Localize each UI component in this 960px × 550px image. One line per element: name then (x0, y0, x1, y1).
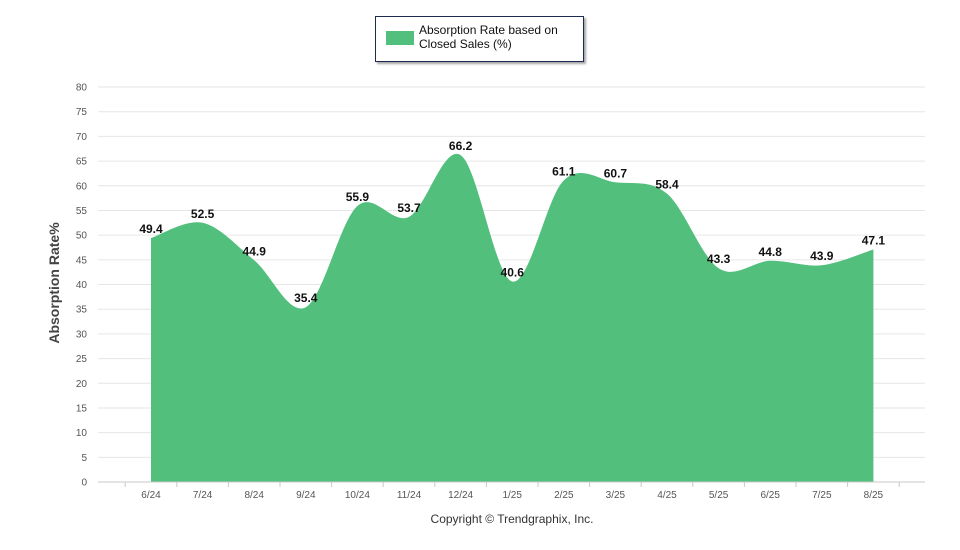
data-label: 60.7 (604, 166, 628, 180)
y-tick-label: 60 (76, 181, 88, 192)
y-axis-ticks: 0 5 10 15 20 25 30 35 40 45 50 55 60 65 70 75 80 (76, 83, 88, 489)
chart-legend: Absorption Rate based on Closed Sales (%… (375, 16, 584, 62)
legend-label: Absorption Rate based on Closed Sales (%… (419, 23, 558, 51)
y-tick-label: 40 (76, 280, 88, 291)
data-labels: 49.4 52.5 44.9 35.4 55.9 53.7 66.2 40.6 61.1 60.7… (139, 139, 885, 305)
x-tick-label: 3/25 (606, 490, 626, 501)
x-tick-label: 6/24 (141, 490, 161, 501)
y-axis-label: Absorption Rate% (46, 222, 62, 344)
y-tick-label: 45 (76, 255, 88, 266)
copyright-text: Copyright © Trendgraphix, Inc. (430, 512, 594, 526)
y-tick-label: 75 (76, 107, 88, 118)
data-label: 49.4 (139, 222, 163, 236)
data-label: 44.8 (759, 245, 783, 259)
data-label: 44.9 (243, 244, 267, 258)
data-label: 43.9 (810, 249, 834, 263)
y-tick-label: 30 (76, 329, 88, 340)
x-tick-label: 4/25 (657, 490, 677, 501)
y-tick-label: 20 (76, 379, 88, 390)
data-label: 43.3 (707, 252, 731, 266)
data-label: 40.6 (501, 266, 525, 280)
y-tick-label: 5 (81, 453, 87, 464)
x-tick-label: 11/24 (397, 490, 422, 501)
data-label: 61.1 (552, 164, 576, 178)
data-label: 66.2 (449, 139, 473, 153)
x-tick-label: 7/25 (812, 490, 832, 501)
data-label: 47.1 (862, 233, 886, 247)
y-tick-label: 10 (76, 428, 88, 439)
y-tick-label: 0 (81, 478, 87, 489)
x-tick-label: 12/24 (448, 490, 473, 501)
y-tick-label: 70 (76, 132, 88, 143)
data-label: 55.9 (346, 190, 370, 204)
legend-swatch (386, 31, 414, 45)
x-tick-label: 8/24 (244, 490, 264, 501)
x-tick-label: 10/24 (345, 490, 370, 501)
data-label: 58.4 (655, 178, 679, 192)
x-tick-label: 8/25 (864, 490, 884, 501)
y-tick-label: 55 (76, 206, 88, 217)
x-tick-label: 9/24 (296, 490, 316, 501)
data-label: 52.5 (191, 207, 215, 221)
series-area (151, 153, 874, 482)
x-tick-label: 6/25 (760, 490, 780, 501)
y-tick-label: 35 (76, 305, 88, 316)
x-tick-label: 5/25 (709, 490, 729, 501)
y-tick-label: 65 (76, 157, 88, 168)
y-tick-label: 25 (76, 354, 88, 365)
absorption-area (151, 153, 874, 482)
x-tick-label: 1/25 (502, 490, 522, 501)
x-tick-label: 2/25 (554, 490, 574, 501)
y-tick-label: 15 (76, 403, 88, 414)
x-axis-ticks: 6/24 7/24 8/24 9/24 10/24 11/24 12/24 1/25 2/25 3… (124, 482, 900, 501)
data-label: 53.7 (397, 201, 421, 215)
y-tick-label: 50 (76, 231, 88, 242)
data-label: 35.4 (294, 291, 318, 305)
x-tick-label: 7/24 (193, 490, 213, 501)
y-tick-label: 80 (76, 83, 88, 94)
